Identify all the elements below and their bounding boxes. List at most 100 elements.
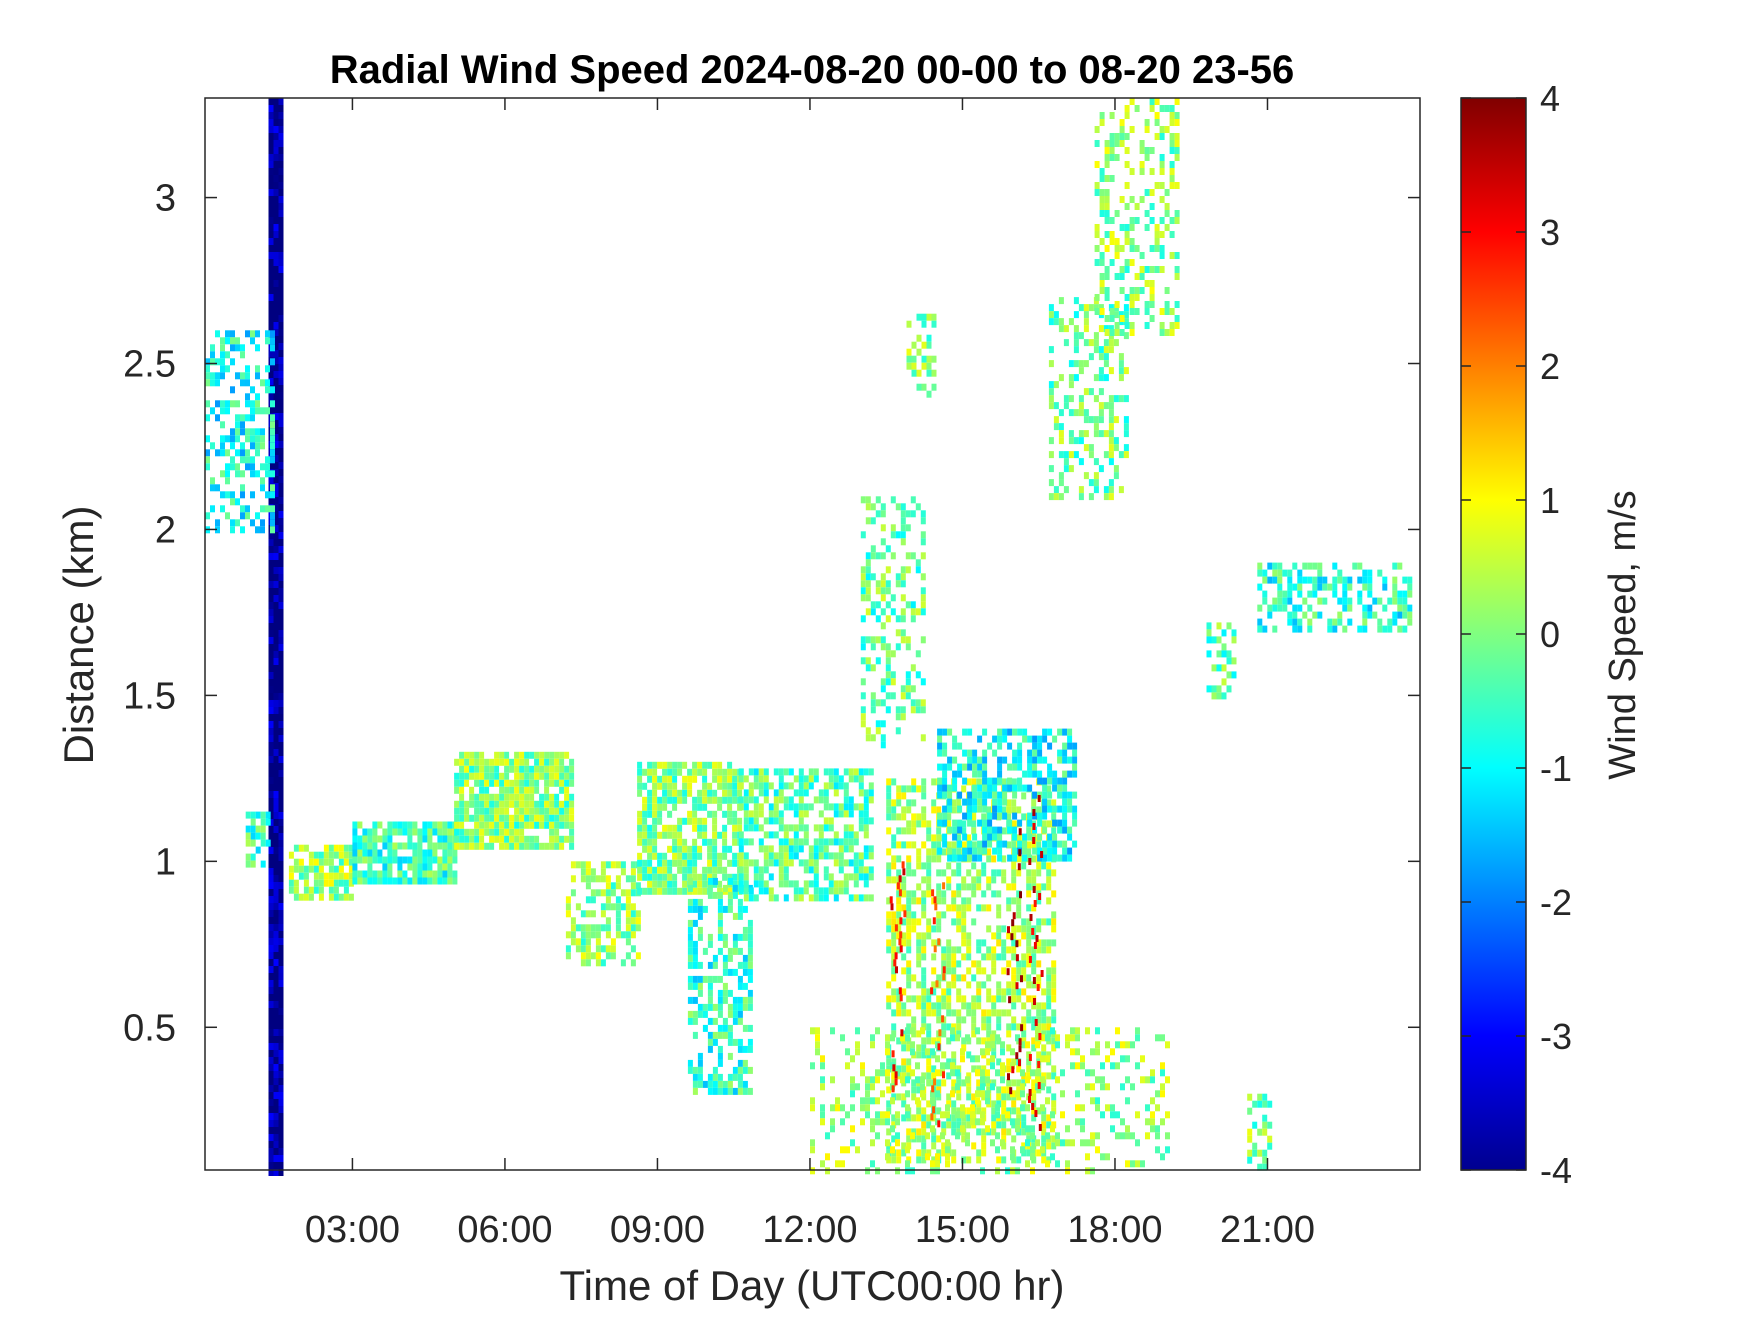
heatmap-cell — [900, 531, 906, 539]
heatmap-cell — [273, 602, 279, 609]
heatmap-cell — [783, 803, 789, 811]
heatmap-cell — [895, 573, 901, 581]
heatmap-cell — [273, 889, 279, 896]
heatmap-cell — [820, 1076, 825, 1084]
heatmap-cell — [549, 772, 555, 780]
heatmap-cell — [273, 301, 279, 308]
heatmap-cell — [763, 768, 769, 776]
heatmap-cell — [717, 1010, 723, 1018]
heatmap-cell — [273, 952, 279, 959]
heatmap-cell — [936, 1086, 942, 1094]
heatmap-cell — [1031, 841, 1037, 849]
heatmap-cell — [273, 455, 279, 462]
heatmap-cell — [1099, 210, 1105, 217]
heatmap-cell — [652, 803, 658, 811]
heatmap-cell — [991, 1128, 997, 1136]
heatmap-cell — [947, 847, 953, 855]
heatmap-cell — [343, 844, 349, 852]
heatmap-cell — [992, 798, 998, 806]
heatmap-cell — [1050, 1111, 1055, 1119]
heatmap-cell — [278, 1162, 284, 1169]
heatmap-cell — [474, 842, 480, 850]
heatmap-cell — [278, 119, 284, 126]
heatmap-cell — [935, 1069, 940, 1077]
heatmap-cell — [891, 1072, 897, 1080]
heatmap-cell — [1402, 590, 1408, 598]
heatmap-cell — [1016, 869, 1022, 877]
heatmap-cell — [1058, 318, 1064, 326]
heatmap-cell — [1011, 995, 1017, 1003]
heatmap-cell — [748, 824, 754, 832]
heatmap-cell — [230, 491, 235, 499]
heatmap-cell — [727, 810, 733, 818]
heatmap-cell — [1012, 728, 1018, 736]
heatmap-cell — [901, 827, 907, 835]
heatmap-cell — [1114, 329, 1120, 336]
heatmap-cell — [1021, 1002, 1027, 1010]
heatmap-cell — [986, 946, 992, 954]
heatmap-cell — [1135, 1062, 1140, 1070]
heatmap-cell — [1352, 562, 1358, 570]
heatmap-cell — [843, 838, 849, 846]
heatmap-cell — [732, 1017, 738, 1025]
streak-cell — [1032, 837, 1036, 844]
heatmap-cell — [833, 887, 839, 895]
heatmap-cell — [910, 608, 916, 616]
heatmap-cell — [905, 1104, 910, 1112]
heatmap-cell — [220, 400, 225, 408]
heatmap-cell — [692, 1080, 698, 1088]
heatmap-cell — [499, 800, 505, 808]
heatmap-cell — [250, 337, 255, 345]
heatmap-cell — [220, 505, 225, 513]
heatmap-cell — [459, 828, 465, 836]
heatmap-cell — [402, 856, 408, 864]
heatmap-cell — [682, 838, 688, 846]
heatmap-cell — [647, 866, 653, 874]
heatmap-cell — [910, 1027, 915, 1035]
heatmap-cell — [215, 414, 220, 422]
heatmap-cell — [338, 844, 344, 852]
heatmap-cell — [955, 1111, 960, 1119]
heatmap-cell — [479, 807, 485, 815]
heatmap-cell — [377, 870, 383, 878]
heatmap-cell — [1006, 904, 1012, 912]
heatmap-cell — [920, 608, 926, 616]
heatmap-cell — [1110, 1125, 1115, 1133]
heatmap-cell — [1103, 493, 1109, 501]
heatmap-cell — [250, 853, 256, 861]
heatmap-cell — [657, 761, 663, 769]
heatmap-cell — [1267, 1135, 1273, 1143]
heatmap-cell — [225, 449, 230, 457]
heatmap-cell — [235, 463, 240, 471]
heatmap-cell — [255, 344, 260, 352]
heatmap-cell — [268, 840, 274, 847]
heatmap-cell — [278, 518, 284, 525]
heatmap-cell — [534, 772, 540, 780]
heatmap-cell — [1037, 770, 1043, 778]
heatmap-cell — [667, 831, 673, 839]
heatmap-cell — [1226, 657, 1232, 665]
heatmap-cell — [270, 449, 275, 457]
heatmap-cell — [1262, 1114, 1268, 1122]
heatmap-cell — [737, 898, 743, 906]
heatmap-cell — [732, 880, 738, 888]
heatmap-cell — [278, 938, 284, 945]
heatmap-cell — [268, 1120, 274, 1127]
heatmap-cell — [702, 947, 708, 955]
heatmap-cell — [642, 824, 648, 832]
streak-cell — [1015, 954, 1019, 962]
heatmap-cell — [961, 1135, 967, 1143]
heatmap-cell — [1120, 1118, 1125, 1126]
heatmap-cell — [1051, 981, 1057, 989]
heatmap-cell — [268, 196, 274, 203]
heatmap-cell — [273, 1148, 279, 1155]
heatmap-cell — [778, 852, 784, 860]
heatmap-cell — [778, 880, 784, 888]
heatmap-cell — [1272, 562, 1278, 570]
heatmap-cell — [1099, 273, 1105, 280]
heatmap-cell — [926, 355, 932, 363]
heatmap-cell — [778, 768, 784, 776]
heatmap-cell — [343, 858, 349, 866]
heatmap-cell — [278, 385, 284, 392]
heatmap-cell — [1307, 625, 1313, 633]
